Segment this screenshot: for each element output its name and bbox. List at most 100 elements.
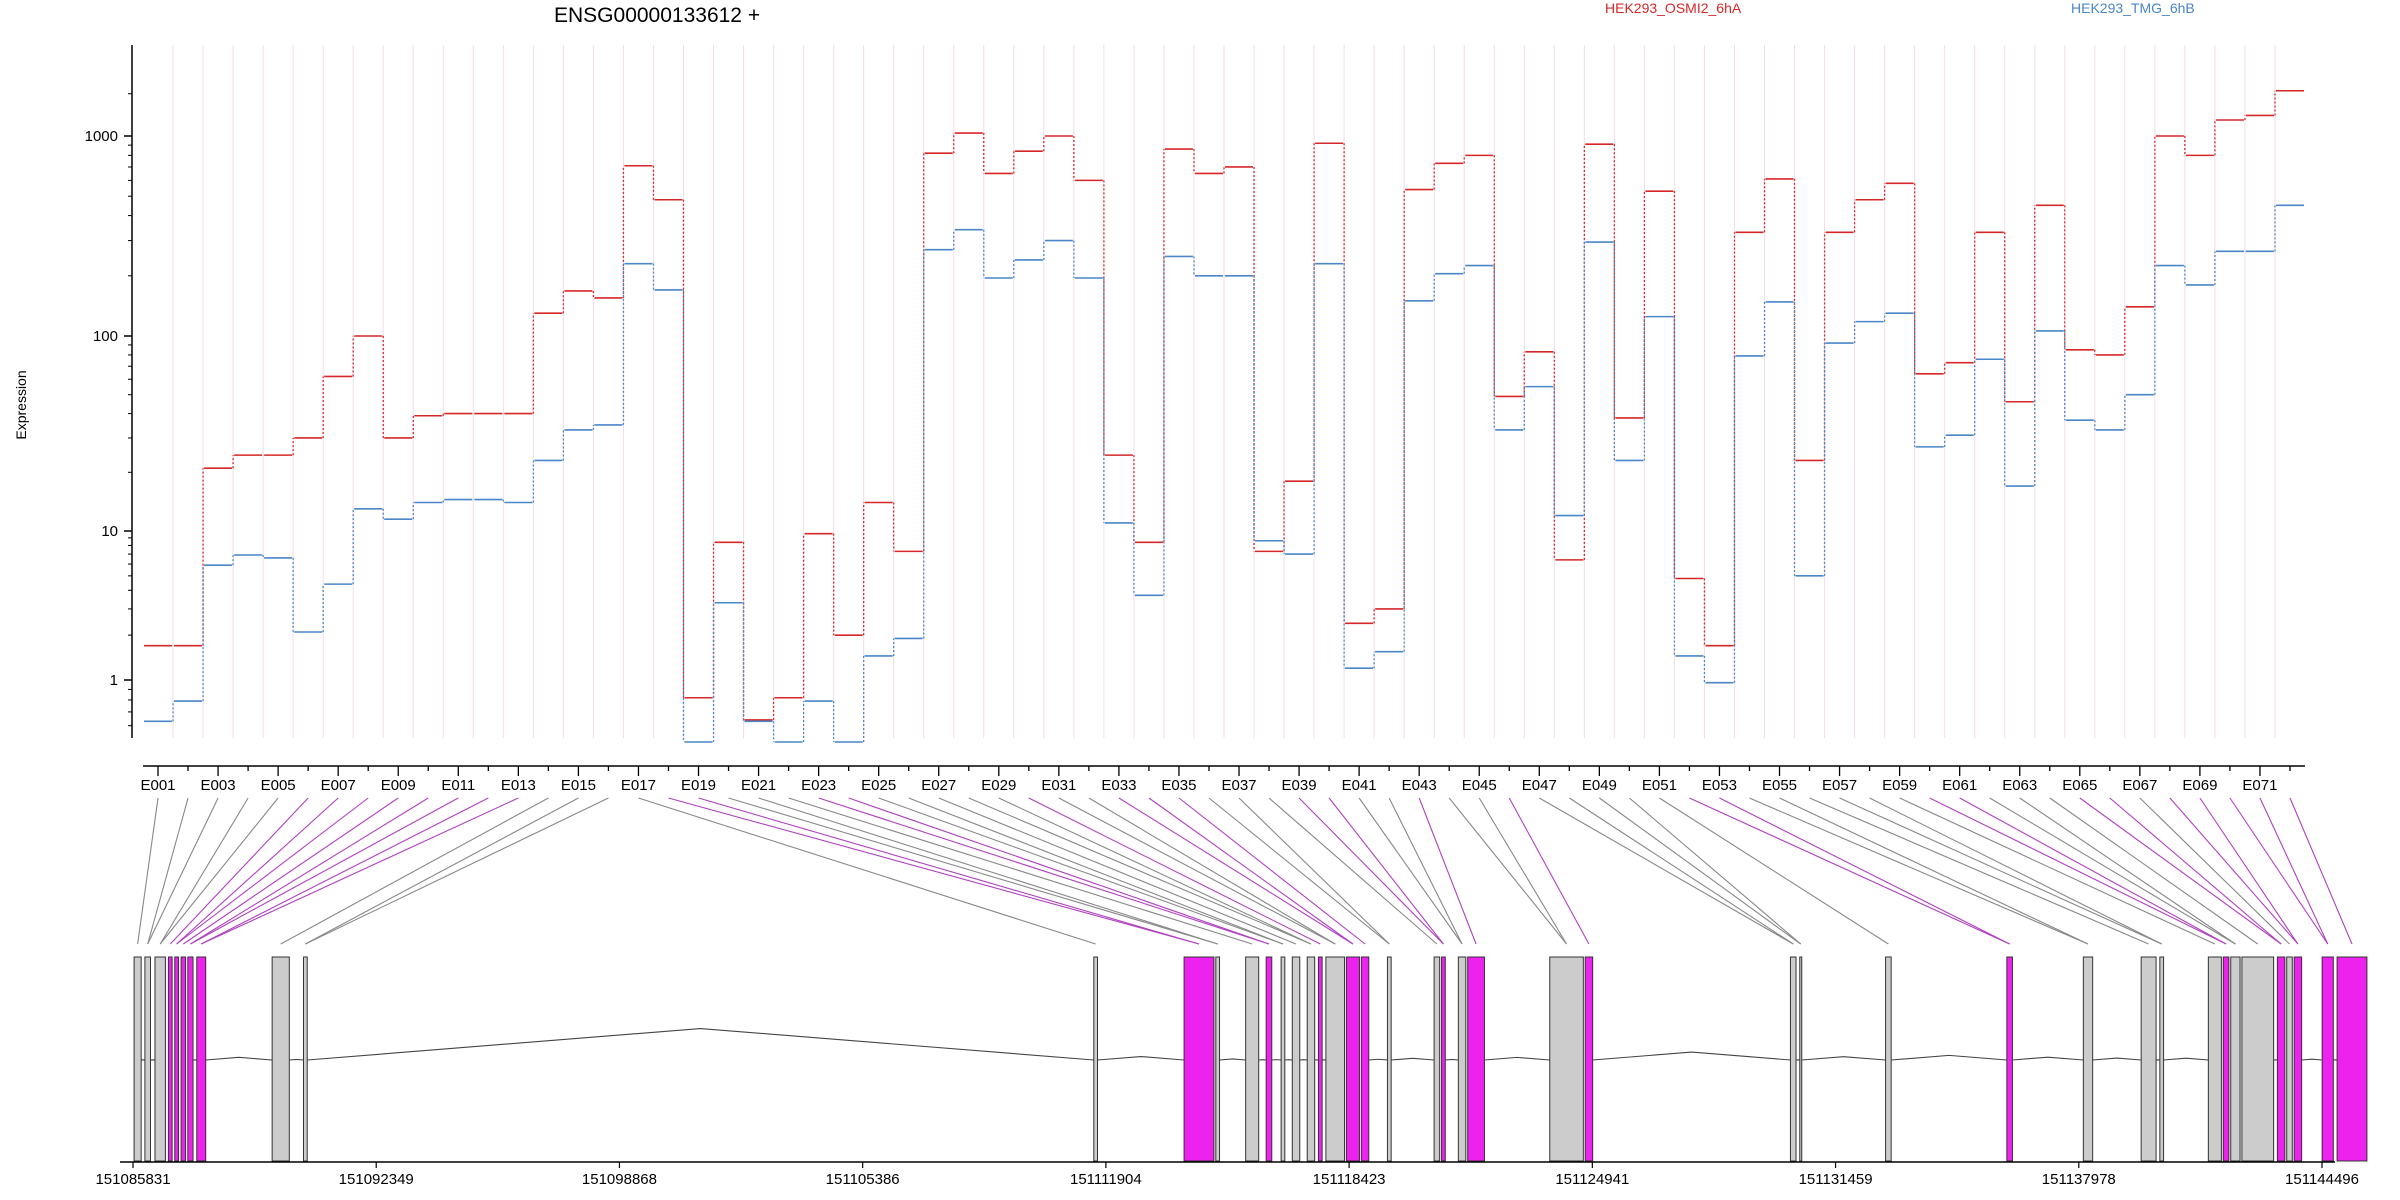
series-tmg — [144, 204, 2304, 743]
exon-connector — [147, 797, 219, 945]
exon-box — [1093, 956, 1099, 1162]
y-tick-label: 1 — [110, 672, 118, 689]
exon-connector — [668, 797, 1200, 945]
legend-label-tmg: HEK293_TMG_6hB — [2071, 0, 2195, 16]
genomic-tick-label: 151085831 — [95, 1171, 170, 1188]
exon-connector — [1749, 797, 2089, 945]
exon-box — [2293, 956, 2303, 1162]
exon-box — [1245, 956, 1260, 1162]
exon-box — [2230, 956, 2241, 1162]
exon-box — [1291, 956, 1301, 1162]
exon-label: E007 — [321, 777, 356, 794]
exon-connector — [1178, 797, 1366, 945]
genomic-tick-label: 151092349 — [339, 1171, 414, 1188]
exon-connector — [137, 797, 159, 945]
exon-box — [302, 956, 308, 1162]
genomic-tick-label: 151124941 — [1555, 1171, 1629, 1188]
y-tick-label: 100 — [93, 328, 118, 345]
exon-label: E063 — [2002, 777, 2037, 794]
series-lines — [144, 89, 2304, 743]
genomic-tick-label: 151105386 — [826, 1171, 900, 1188]
exon-box — [167, 956, 173, 1162]
exon-box — [2286, 956, 2293, 1162]
exon-box — [180, 956, 187, 1162]
exon-connector — [698, 797, 1200, 945]
exon-connector — [200, 797, 489, 945]
exon-label: E033 — [1101, 777, 1136, 794]
exon-connector — [1298, 797, 1444, 945]
y-axis: 1 10 100 1000 — [85, 45, 133, 738]
exon-box — [174, 956, 179, 1162]
exon-connector — [190, 797, 429, 945]
exon-connector — [305, 797, 609, 945]
exon-connector — [1388, 797, 1463, 945]
exon-box — [1215, 956, 1221, 1162]
exon-connectors — [137, 797, 2353, 945]
intron-line — [1445, 1058, 1459, 1061]
exon-connector — [1779, 797, 2089, 945]
exon-connector — [176, 797, 339, 945]
intron-line — [1391, 1057, 1435, 1061]
intron-line — [2163, 1057, 2209, 1061]
exon-box — [2336, 956, 2368, 1162]
exon-connector — [1058, 797, 1336, 945]
exon-box — [1280, 956, 1286, 1162]
exon-connector — [2019, 797, 2236, 945]
exon-connector — [1989, 797, 2236, 945]
exon-connector — [169, 797, 309, 945]
y-tick-label: 1000 — [85, 128, 118, 145]
exon-connector — [2079, 797, 2282, 945]
exon-connector — [1689, 797, 2010, 945]
exon-label: E029 — [981, 777, 1016, 794]
exon-box — [2140, 956, 2157, 1162]
exon-label: E043 — [1402, 777, 1437, 794]
exon-connector — [968, 797, 1312, 945]
exon-connector — [305, 797, 579, 945]
exon-box — [1345, 956, 1360, 1162]
exon-box — [1386, 956, 1392, 1162]
exon-label: E067 — [2122, 777, 2157, 794]
exon-connector — [998, 797, 1312, 945]
exon-connector — [1028, 797, 1321, 945]
intron-line — [1368, 1058, 1388, 1061]
intron-line — [1097, 1055, 1185, 1061]
exon-connector — [159, 797, 279, 945]
exon-connector — [1809, 797, 2149, 945]
exon-connector — [1088, 797, 1336, 945]
exon-box — [1457, 956, 1467, 1162]
exon-label: E031 — [1041, 777, 1076, 794]
exon-label: E071 — [2242, 777, 2277, 794]
exon-box — [2276, 956, 2286, 1162]
exon-connector — [280, 797, 549, 945]
exon-box — [1433, 956, 1441, 1162]
exon-label: E041 — [1342, 777, 1377, 794]
exon-box — [144, 956, 152, 1162]
exon-label: E021 — [741, 777, 776, 794]
exon-label: E003 — [201, 777, 236, 794]
exon-connector — [728, 797, 1218, 945]
exon-connector — [176, 797, 369, 945]
genomic-tick-label: 151111904 — [1070, 1171, 1142, 1188]
exon-label: E005 — [261, 777, 296, 794]
exon-box — [1317, 956, 1323, 1162]
exon-connector — [1118, 797, 1354, 945]
genomic-tick-label: 151098868 — [582, 1171, 657, 1188]
intron-line — [1592, 1051, 1791, 1061]
exon-connector — [1569, 797, 1794, 945]
exon-box — [2082, 956, 2094, 1162]
exon-box — [1265, 956, 1273, 1162]
exon-box — [2241, 956, 2275, 1162]
exon-connector — [1208, 797, 1390, 945]
genomic-tick-label: 151137978 — [2042, 1171, 2116, 1188]
exon-connector — [1508, 797, 1590, 945]
exon-connector — [1599, 797, 1802, 945]
exon-connector — [2259, 797, 2329, 945]
exon-connector — [183, 797, 399, 945]
exon-label: E047 — [1522, 777, 1557, 794]
intron-line — [2012, 1056, 2084, 1061]
exon-label: E059 — [1882, 777, 1917, 794]
exon-connector — [1899, 797, 2216, 945]
exon-label: E011 — [441, 777, 475, 794]
exon-label: E037 — [1221, 777, 1256, 794]
